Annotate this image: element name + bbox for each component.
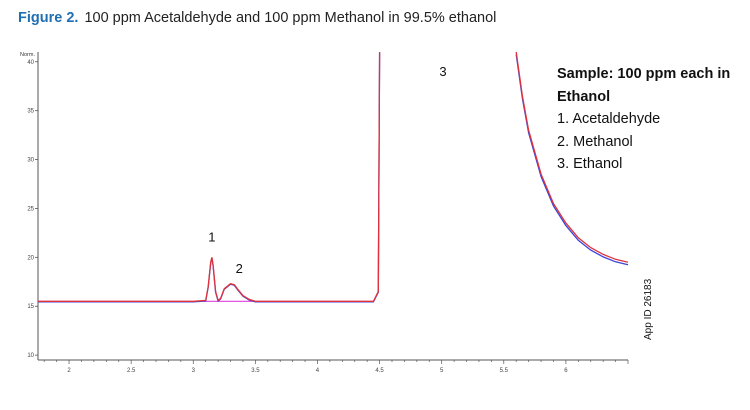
figure-label: Figure 2. — [18, 10, 79, 26]
x-tick-label: 4 — [316, 368, 320, 374]
y-tick-label: 40 — [27, 60, 34, 66]
x-tick-label: 6 — [564, 368, 568, 374]
peak-label-3: 3 — [439, 64, 446, 79]
x-tick-label: 4.5 — [375, 368, 384, 374]
y-tick-label: 35 — [27, 109, 34, 115]
traces — [38, 51, 629, 303]
x-tick-label: 2.5 — [127, 368, 136, 374]
y-tick-label: 15 — [27, 304, 34, 310]
y-tick-label: 20 — [27, 255, 34, 261]
caption-text: 100 ppm Acetaldehyde and 100 ppm Methano… — [84, 10, 497, 26]
x-tick-label: 5 — [440, 368, 444, 374]
y-axis-label: Norm. — [20, 52, 35, 58]
app-id: App ID 26183 — [643, 278, 654, 340]
x-tick-label: 3 — [192, 368, 196, 374]
x-tick-label: 3.5 — [251, 368, 260, 374]
peak-label-2: 2 — [236, 261, 243, 276]
x-tick-label: 2 — [67, 368, 71, 374]
trace-red-series-1 — [38, 51, 381, 302]
sample-legend: Sample: 100 ppm each in Ethanol 1. Aceta… — [557, 63, 730, 176]
figure-caption: Figure 2. 100 ppm Acetaldehyde and 100 pp… — [18, 10, 496, 26]
legend-item-ethanol: 3. Ethanol — [557, 156, 623, 172]
legend-item-acetaldehyde: 1. Acetaldehyde — [557, 111, 661, 127]
trace-red-series-2 — [515, 51, 629, 263]
y-tick-label: 25 — [27, 206, 34, 212]
x-tick-label: 5.5 — [500, 368, 509, 374]
legend-title-line1: Sample: 100 ppm each in — [557, 66, 731, 82]
axes: Norm. 10 15 20 25 30 35 40 2 2.5 3 3.5 4 4.5 5 5.5 6 — [20, 52, 629, 374]
peak-labels: 1 2 3 — [208, 64, 446, 276]
y-tick-label: 30 — [27, 158, 34, 164]
legend-title-line2: Ethanol — [557, 88, 611, 105]
legend-item-methanol: 2. Methanol — [557, 133, 633, 150]
trace-blue-series-1 — [38, 52, 381, 303]
peak-label-1: 1 — [208, 230, 215, 245]
y-tick-label: 10 — [27, 353, 34, 359]
